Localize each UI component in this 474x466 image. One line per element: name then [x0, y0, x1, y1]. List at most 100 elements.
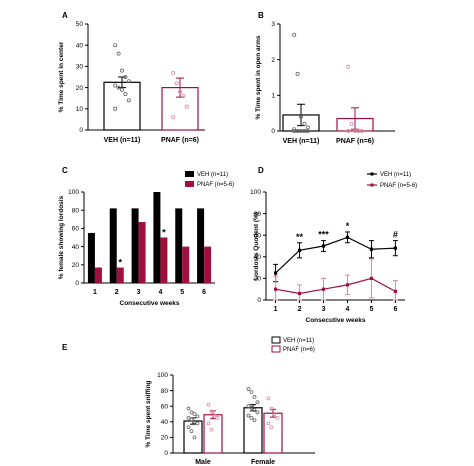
panel-c-letter: C: [62, 166, 68, 175]
panel-b-y-label: % Time spent in open arms: [255, 35, 262, 119]
panel-d-data-point: [393, 246, 398, 250]
panel-e-data-point: [252, 394, 257, 399]
panel-b-data-point: [349, 121, 354, 126]
panel-a-data-point: [174, 81, 179, 86]
panel-a-data-point: [126, 98, 131, 103]
panel-e-y-tick-label: 100: [157, 372, 168, 379]
panel-e-data-point: [269, 406, 274, 411]
panel-d-y-tick-label: 40: [254, 254, 262, 261]
panel-c-x-label: Consecutive weeks: [120, 300, 180, 307]
panel-d-x-tick-label: 5: [369, 306, 373, 313]
panel-d-x-label: Consecutive weeks: [306, 317, 366, 324]
panel-d-y-tick-label: 20: [254, 276, 262, 283]
panel-e-y-tick-label: 60: [161, 403, 169, 410]
panel-e-data-point: [206, 402, 211, 407]
panel-c-significance: *: [162, 228, 166, 238]
panel-d-significance: ***: [318, 230, 329, 240]
panel-e-data-point: [192, 435, 197, 440]
panel-b-category-label: VEH (n=11): [283, 138, 320, 145]
panel-c-y-tick-label: 80: [72, 207, 80, 214]
panel-d-data-point: [393, 289, 398, 293]
panel-c-category-label: 4: [158, 289, 162, 296]
panel-a-category-label: PNAF (n=6): [161, 137, 199, 144]
panel-d-legend-label: PNAF (n=5-6): [380, 183, 417, 189]
panel-a-y-tick-label: 10: [76, 106, 84, 113]
panel-d-y-tick-label: 80: [254, 211, 262, 218]
panel-a-bar: [103, 81, 141, 131]
panel-b-data-point: [359, 128, 364, 133]
panel-c-significance: *: [118, 258, 122, 268]
panel-e-data-point: [266, 396, 271, 401]
panel-e-data-point: [266, 421, 271, 426]
panel-c-bar: [197, 208, 205, 283]
panel-d-y-tick-label: 0: [257, 297, 261, 304]
panel-e-data-point: [275, 415, 280, 420]
panel-e-data-point: [255, 400, 260, 405]
panel-e-data-point: [246, 404, 251, 409]
panel-e-data-point: [195, 421, 200, 426]
panel-e-y-label: % Time spent sniffing: [145, 380, 152, 447]
panel-a-data-point: [123, 91, 128, 96]
panel-c-bar: [138, 222, 146, 283]
panel-e-data-point: [206, 421, 211, 426]
panel-c-y-tick-label: 40: [72, 244, 80, 251]
panel-c-category-label: 3: [137, 289, 141, 296]
panel-a-data-point: [171, 70, 176, 75]
panel-e-bar: [203, 414, 223, 454]
panel-b-data-point: [292, 127, 297, 132]
panel-e-category-label: Female: [251, 459, 275, 466]
panel-b-data-point: [346, 128, 351, 133]
panel-c-bar: [153, 192, 161, 283]
panel-e-data-point: [249, 390, 254, 395]
panel-a-y-tick-label: 40: [76, 42, 84, 49]
panel-a-data-point: [113, 83, 118, 88]
panel-b-data-point: [292, 32, 297, 37]
panel-a-data-point: [177, 89, 182, 94]
panel-c-legend-label: PNAF (n=5-6): [197, 182, 234, 188]
panel-c-legend-swatch: [185, 171, 194, 177]
panel-c-y-label: % female showing lordosis: [58, 195, 65, 279]
panel-d-data-point: [345, 283, 350, 287]
panel-b-letter: B: [258, 11, 264, 20]
panel-e-data-point: [252, 418, 257, 423]
panel-c-bar: [160, 237, 168, 283]
panel-c-bar: [182, 246, 190, 283]
panel-b-data-point: [346, 64, 351, 69]
panel-e-data-point: [269, 425, 274, 430]
panel-d-significance: *: [346, 221, 350, 231]
panel-d-legend-marker: [370, 172, 374, 176]
panel-e-bar: [263, 412, 283, 454]
panel-b-data-point: [302, 121, 307, 126]
panel-d-x-tick-label: 2: [298, 306, 302, 313]
panel-b-data-point: [305, 128, 310, 133]
panel-e-data-point: [209, 409, 214, 414]
panel-d-letter: D: [258, 166, 264, 175]
panel-d-significance: **: [296, 232, 304, 242]
panel-a-letter: A: [62, 11, 68, 20]
panel-c-y-tick-label: 60: [72, 226, 80, 233]
panel-e-data-point: [192, 412, 197, 416]
panel-b-data-point: [298, 114, 303, 119]
panel-c-category-label: 2: [115, 289, 119, 296]
panel-c-y-tick-label: 100: [68, 189, 79, 196]
panel-a-data-point: [120, 68, 125, 73]
panel-d-y-tick-label: 60: [254, 232, 262, 239]
panel-c-y-tick-label: 0: [75, 280, 79, 287]
panel-c-bar: [131, 208, 139, 283]
panel-e-data-point: [186, 425, 191, 430]
panel-c-category-label: 5: [180, 289, 184, 296]
panel-a-y-label: % Time spent in center: [58, 41, 65, 112]
panel-c-legend-label: VEH (n=11): [197, 172, 228, 178]
panel-e-data-point: [189, 410, 194, 415]
panel-a-data-point: [171, 115, 176, 120]
panel-d-data-point: [369, 247, 374, 251]
panel-d-data-point: [321, 244, 326, 248]
panel-b-y-tick-label: 0: [271, 128, 275, 135]
panel-c-bar: [94, 267, 102, 283]
panel-e-data-point: [255, 410, 260, 415]
panel-e-data-point: [249, 405, 254, 410]
panel-c-bar: [116, 267, 124, 283]
panel-a-data-point: [113, 106, 118, 111]
panel-a-data-point: [126, 79, 131, 84]
panel-a-y-tick-label: 0: [79, 127, 83, 134]
